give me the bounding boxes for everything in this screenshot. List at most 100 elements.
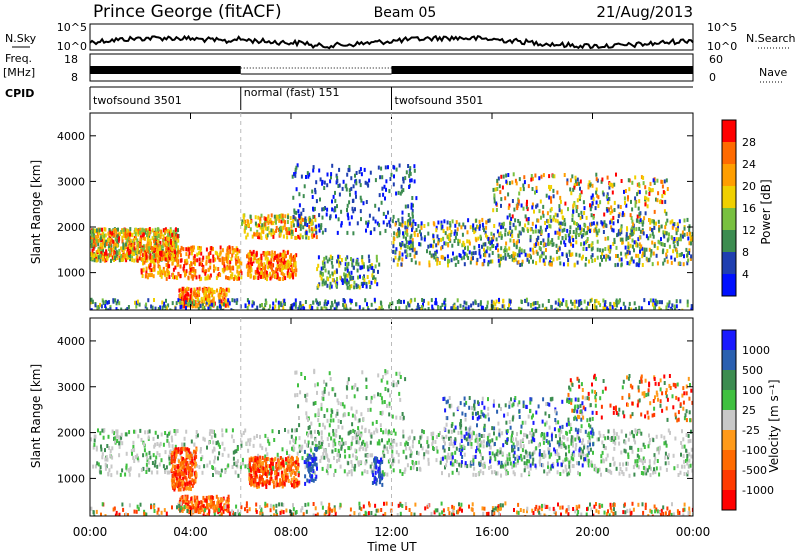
velocity-cell: [380, 428, 382, 432]
power-cell: [433, 239, 435, 244]
power-cell: [284, 276, 287, 281]
power-cell: [610, 205, 613, 210]
power-cell: [244, 225, 247, 230]
power-cell: [115, 301, 118, 306]
power-cell: [393, 231, 396, 236]
power-cell: [410, 233, 413, 238]
velocity-cell: [523, 432, 525, 437]
power-cell: [276, 215, 279, 220]
velocity-cell: [640, 447, 643, 452]
power-cell: [398, 222, 401, 227]
velocity-cell: [576, 435, 579, 440]
power-cell: [643, 247, 646, 252]
power-cell: [578, 195, 581, 200]
power-cell: [569, 225, 572, 230]
velocity-cell: [488, 466, 490, 470]
power-cell: [331, 207, 334, 212]
power-cell: [532, 247, 534, 252]
power-cell: [263, 262, 266, 267]
power-cell: [548, 195, 551, 200]
power-cell: [297, 209, 300, 214]
power-cell: [481, 222, 484, 227]
power-cell: [349, 192, 351, 197]
velocity-cell: [332, 439, 335, 444]
velocity-cell: [284, 428, 286, 432]
power-cell: [268, 264, 271, 269]
power-cell: [512, 253, 515, 258]
power-cell: [235, 275, 237, 280]
power-cell: [579, 231, 582, 236]
power-cell: [348, 286, 351, 291]
power-cell: [179, 274, 182, 278]
velocity-cell: [473, 466, 476, 471]
power-cell: [204, 271, 207, 276]
power-cell: [167, 247, 170, 252]
power-cell: [644, 211, 647, 216]
power-cell: [348, 165, 351, 169]
power-cell: [149, 273, 152, 278]
velocity-cell: [459, 445, 462, 450]
velocity-cell: [533, 450, 536, 455]
power-cell: [554, 212, 557, 217]
velocity-cell: [501, 451, 504, 456]
nsky-tick-top: 10^5: [57, 21, 87, 34]
power-cell: [267, 265, 269, 270]
velocity-cell: [173, 429, 176, 433]
velocity-cell: [234, 470, 237, 475]
power-cell: [294, 169, 297, 174]
power-cell: [263, 270, 266, 275]
power-cell: [359, 209, 362, 214]
power-cell: [473, 245, 476, 250]
power-cell: [101, 252, 104, 257]
power-cell: [154, 227, 157, 232]
velocity-cell: [213, 446, 216, 451]
power-cell: [350, 176, 353, 181]
velocity-cell: [570, 435, 573, 440]
power-cell: [259, 232, 262, 237]
velocity-cell: [350, 468, 353, 473]
power-cell: [227, 251, 230, 256]
velocity-cell: [546, 471, 549, 476]
power-cell: [451, 243, 454, 248]
power-cell: [121, 235, 124, 240]
power-cell: [228, 245, 231, 250]
velocity-cell: [634, 462, 637, 467]
power-cell: [541, 210, 544, 215]
power-cell: [477, 308, 480, 310]
power-cell: [569, 187, 572, 192]
power-cell: [527, 228, 529, 233]
power-cell: [292, 219, 295, 224]
power-cell: [156, 253, 159, 258]
power-cell: [186, 286, 189, 291]
power-cell: [494, 302, 497, 307]
power-cell: [563, 227, 566, 232]
power-cell: [599, 200, 602, 205]
power-cell: [315, 230, 318, 235]
velocity-cell: [200, 457, 203, 462]
power-cell: [527, 184, 530, 189]
power-cell: [626, 227, 629, 232]
power-cell: [599, 303, 602, 308]
velocity-cell: [667, 461, 670, 466]
velocity-cell: [143, 442, 145, 447]
power-cell: [575, 204, 578, 209]
power-cell: [163, 301, 165, 306]
power-cell: [101, 227, 103, 232]
power-cell: [534, 190, 536, 195]
velocity-cell: [365, 441, 368, 446]
power-cell: [314, 218, 317, 223]
velocity-cell: [420, 434, 423, 439]
power-cell: [449, 221, 451, 225]
power-cell: [239, 260, 242, 265]
velocity-cell: [479, 452, 482, 457]
power-cell: [210, 302, 213, 307]
power-cell: [596, 221, 599, 226]
power-cell: [231, 298, 234, 303]
power-cell: [330, 284, 333, 289]
power-cell: [153, 239, 156, 244]
power-cell: [431, 304, 434, 309]
power-cell: [636, 262, 638, 267]
velocity-cell: [434, 439, 437, 444]
power-cell: [276, 261, 279, 266]
power-cell: [209, 258, 212, 263]
